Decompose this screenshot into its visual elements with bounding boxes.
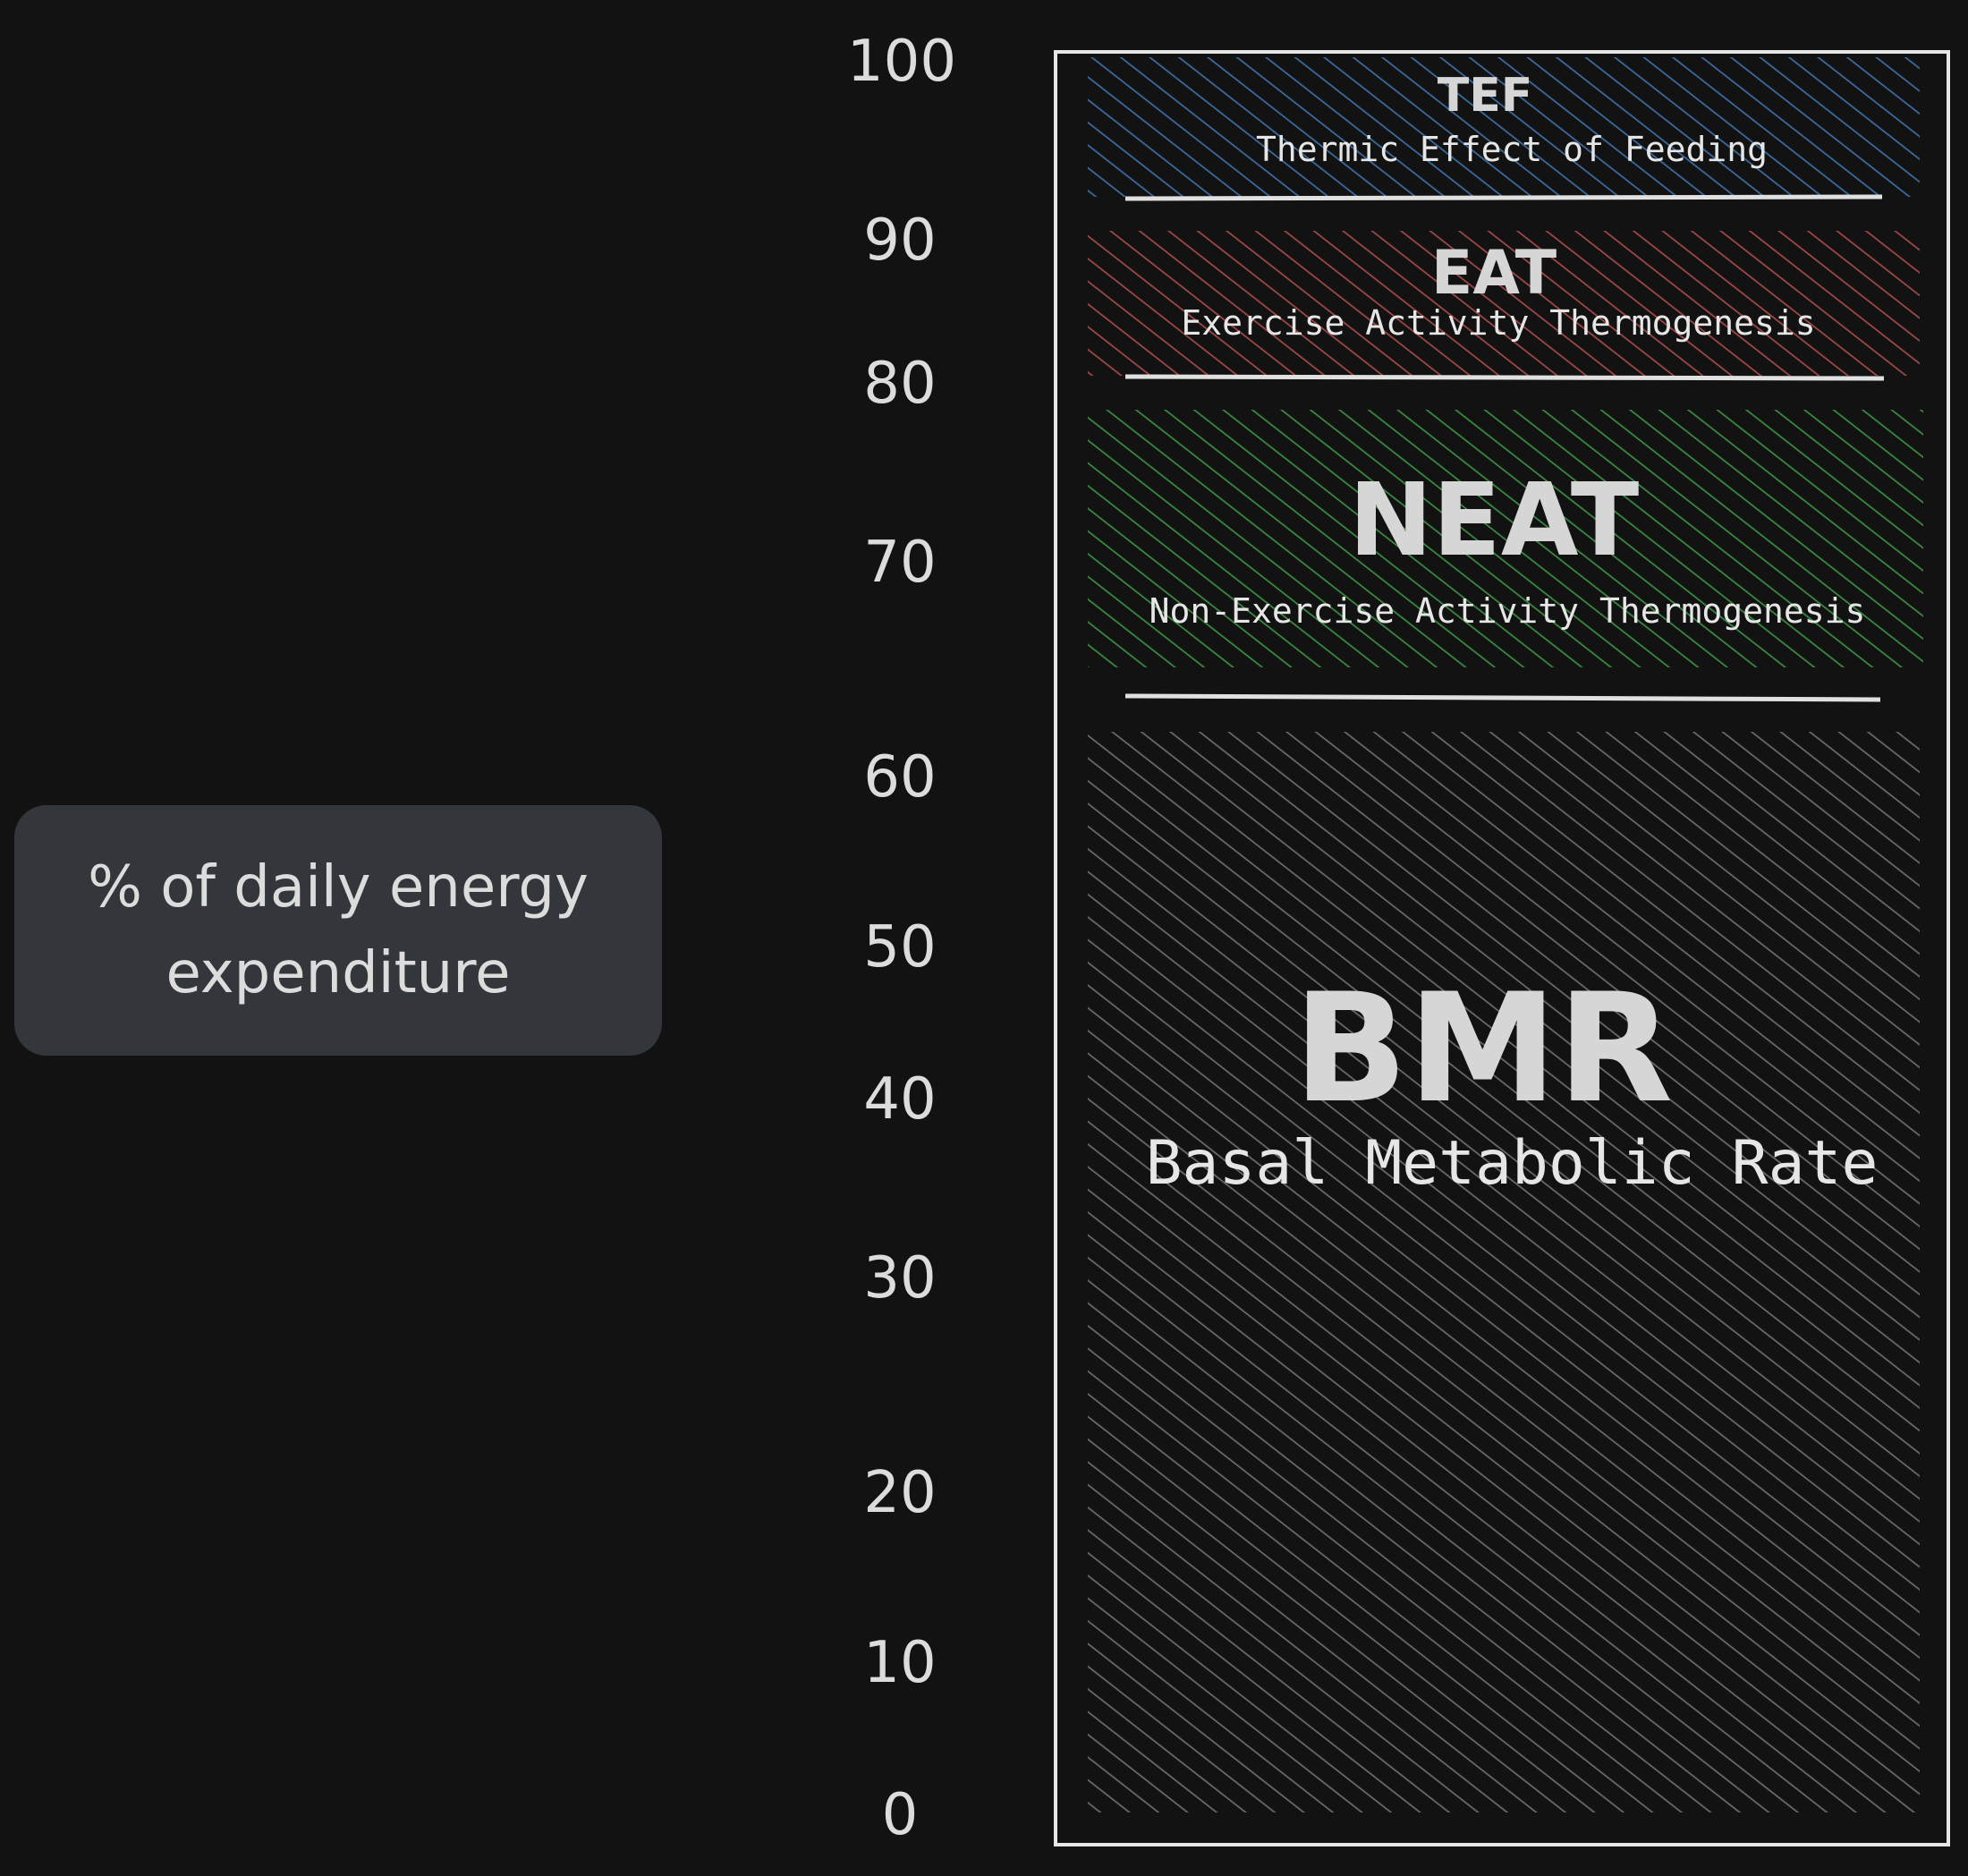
stack-frame: [1054, 50, 1950, 1846]
segment-neat: NEAT Non-Exercise Activity Thermogenesis: [1088, 410, 1923, 702]
segment-bmr-abbr: BMR: [1294, 961, 1674, 1136]
segment-eat-divider: [1124, 374, 1885, 381]
tick-label-90: 90: [863, 208, 936, 274]
tick-label-10: 10: [863, 1630, 936, 1696]
tick-label-50: 50: [863, 914, 936, 980]
segment-eat: EAT Exercise Activity Thermogenesis: [1088, 231, 1920, 381]
segment-tef-fill: [1088, 57, 1920, 197]
segment-tef: TEF Thermic Effect of Feeding: [1088, 57, 1920, 201]
tick-label-30: 30: [863, 1245, 936, 1312]
tick-label-70: 70: [863, 530, 936, 596]
tick-label-100: 100: [847, 29, 956, 95]
axis-label: % of daily energy expenditure: [88, 854, 589, 1006]
segment-bmr-fill: [1088, 732, 1920, 1812]
segment-eat-name: Exercise Activity Thermogenesis: [1181, 303, 1815, 343]
segment-eat-abbr: EAT: [1431, 238, 1557, 309]
segment-eat-fill: [1088, 231, 1920, 376]
segment-neat-divider: [1124, 693, 1881, 702]
tick-label-60: 60: [863, 744, 936, 811]
segment-tef-divider: [1124, 194, 1883, 201]
tick-label-80: 80: [863, 351, 936, 417]
tick-label-20: 20: [863, 1460, 936, 1526]
segment-bmr-name: Basal Metabolic Rate: [1146, 1128, 1879, 1199]
tick-label-40: 40: [863, 1066, 936, 1133]
segment-neat-name: Non-Exercise Activity Thermogenesis: [1149, 591, 1866, 631]
segment-neat-abbr: NEAT: [1349, 463, 1640, 579]
segment-neat-fill: [1088, 410, 1923, 667]
segment-tef-name: Thermic Effect of Feeding: [1256, 130, 1768, 169]
axis-ticks: 100 90 80 70 60 50 40 30 20 10 0: [847, 29, 956, 1848]
tick-label-0: 0: [882, 1782, 919, 1848]
axis-label-badge: % of daily energy expenditure: [14, 805, 662, 1056]
segment-bmr: BMR Basal Metabolic Rate: [1088, 732, 1920, 1812]
segment-tef-abbr: TEF: [1438, 69, 1533, 123]
